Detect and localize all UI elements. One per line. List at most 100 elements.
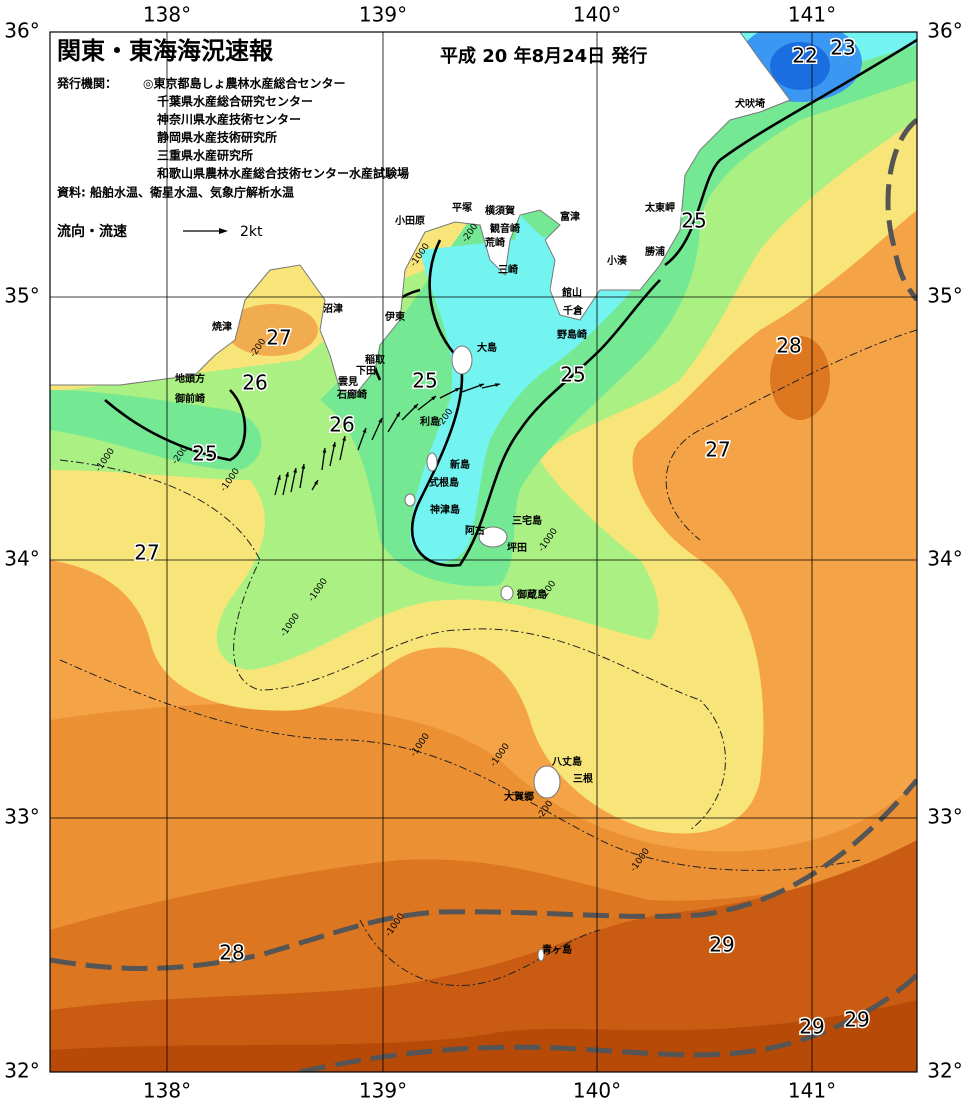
isotherm-label: 29 (799, 1015, 824, 1039)
place-name: 石廊崎 (336, 388, 367, 401)
map-body (50, 32, 917, 1072)
isotherm-label: 26 (242, 371, 267, 395)
isotherm-label: 25 (412, 369, 437, 393)
lat-label: 35° (4, 284, 39, 308)
place-name: 地頭方 (175, 372, 205, 385)
place-name: 館山 (561, 286, 582, 299)
sea-zone (770, 42, 830, 90)
current-arrow-head (293, 468, 297, 473)
sea-zone (226, 304, 318, 356)
place-name: 下田 (356, 365, 376, 377)
current-arrow-head (413, 404, 418, 409)
current-arrow-head (378, 418, 382, 423)
lon-label: 139° (359, 3, 407, 27)
place-name: 勝浦 (645, 245, 665, 258)
lat-label: 33° (4, 805, 39, 829)
place-name: 横須賀 (485, 204, 515, 217)
legend-arrow-head (219, 228, 228, 234)
place-name: 雲見 (338, 376, 358, 388)
tokyo-bay (515, 215, 550, 290)
agency: 千葉県水産総合研究センター (157, 94, 313, 109)
sea-zone (50, 840, 917, 1072)
place-name: 平塚 (452, 201, 472, 214)
current-arrow-head (395, 412, 400, 417)
agencies-label: 発行機関： (56, 76, 117, 91)
place-name: 焼津 (212, 320, 232, 333)
agency: 三重県水産研究所 (157, 148, 253, 163)
labels: ◎東京都島しょ農林水産総合センター千葉県水産総合研究センター神奈川県水産技術セン… (4, 3, 962, 1103)
lon-label: 140° (573, 3, 621, 27)
isotherm (104, 389, 247, 462)
isotherm-label: 22 (792, 44, 817, 68)
isotherm-label: 28 (219, 941, 244, 965)
island (451, 345, 473, 375)
agency: 神奈川県水産技術センター (157, 112, 301, 127)
lon-label: 141° (788, 3, 836, 27)
island (478, 526, 508, 548)
isotherm-label: 26 (329, 413, 354, 437)
lon-label: 141° (788, 1079, 836, 1103)
depth-contour (665, 329, 917, 541)
place-name: 坪田 (507, 541, 527, 554)
current-arrow-head (495, 383, 500, 387)
place-name: 青ヶ島 (542, 943, 572, 956)
place-name: 三宅島 (512, 514, 542, 527)
lon-label: 138° (143, 1079, 191, 1103)
place-name: 八丈島 (551, 755, 582, 768)
place-name: 沼津 (323, 302, 343, 315)
place-name: 利島 (420, 415, 440, 428)
island (426, 452, 438, 472)
current-arrow-head (301, 464, 306, 469)
agency: 和歌山県農林水産総合技術センター水産試験場 (156, 166, 409, 181)
land (50, 32, 791, 396)
legend-label: 流向・流速 (57, 223, 127, 240)
lat-label: 36° (927, 19, 962, 43)
place-name: 小湊 (606, 254, 628, 267)
current-axis (885, 117, 917, 302)
lat-label: 34° (4, 547, 39, 571)
current-arrow-head (342, 436, 346, 441)
place-name: 御蔵島 (516, 588, 547, 601)
lat-label: 33° (927, 805, 962, 829)
sea-zone (50, 390, 262, 470)
place-name: 太東岬 (644, 201, 675, 214)
lat-label: 32° (4, 1059, 39, 1083)
lon-label: 140° (573, 1079, 621, 1103)
current-arrow-head (285, 472, 289, 477)
agency: 静岡県水産技術研究所 (157, 130, 277, 145)
isotherm-label: 27 (705, 438, 730, 462)
isotherm-label: 28 (776, 334, 801, 358)
isotherm-label: 29 (844, 1008, 869, 1032)
place-name: 富津 (560, 210, 580, 223)
isotherm-label: 29 (709, 933, 734, 957)
place-name: 式根島 (429, 476, 459, 489)
lon-label: 138° (143, 3, 191, 27)
place-name: 荒崎 (484, 236, 505, 249)
place-name: 稲取 (365, 353, 386, 366)
isotherm-label: 25 (192, 442, 217, 466)
place-name: 大島 (477, 341, 497, 354)
lat-label: 34° (927, 547, 962, 571)
current-arrow-head (313, 480, 318, 485)
lat-label: 35° (927, 284, 962, 308)
place-name: 観音崎 (490, 222, 520, 235)
current-axis (50, 778, 917, 971)
isotherm-label: 25 (560, 363, 585, 387)
current-arrow-head (332, 442, 336, 447)
place-name: 大賀郷 (504, 790, 534, 803)
place-name: 新島 (450, 458, 470, 471)
isotherm-label: 27 (266, 326, 291, 350)
depth-contour (59, 659, 861, 871)
current-arrow-head (322, 448, 327, 453)
island (537, 948, 545, 962)
legend-scale: 2kt (240, 224, 263, 240)
current-arrow-head (431, 396, 436, 401)
lat-label: 32° (927, 1059, 962, 1083)
current-arrows (274, 383, 501, 496)
current-arrow-head (479, 383, 484, 388)
depth-contour (59, 459, 726, 831)
place-name: 伊東 (384, 310, 405, 323)
place-name: 御前崎 (174, 392, 205, 405)
agency: ◎東京都島しょ農林水産総合センター (143, 76, 345, 91)
